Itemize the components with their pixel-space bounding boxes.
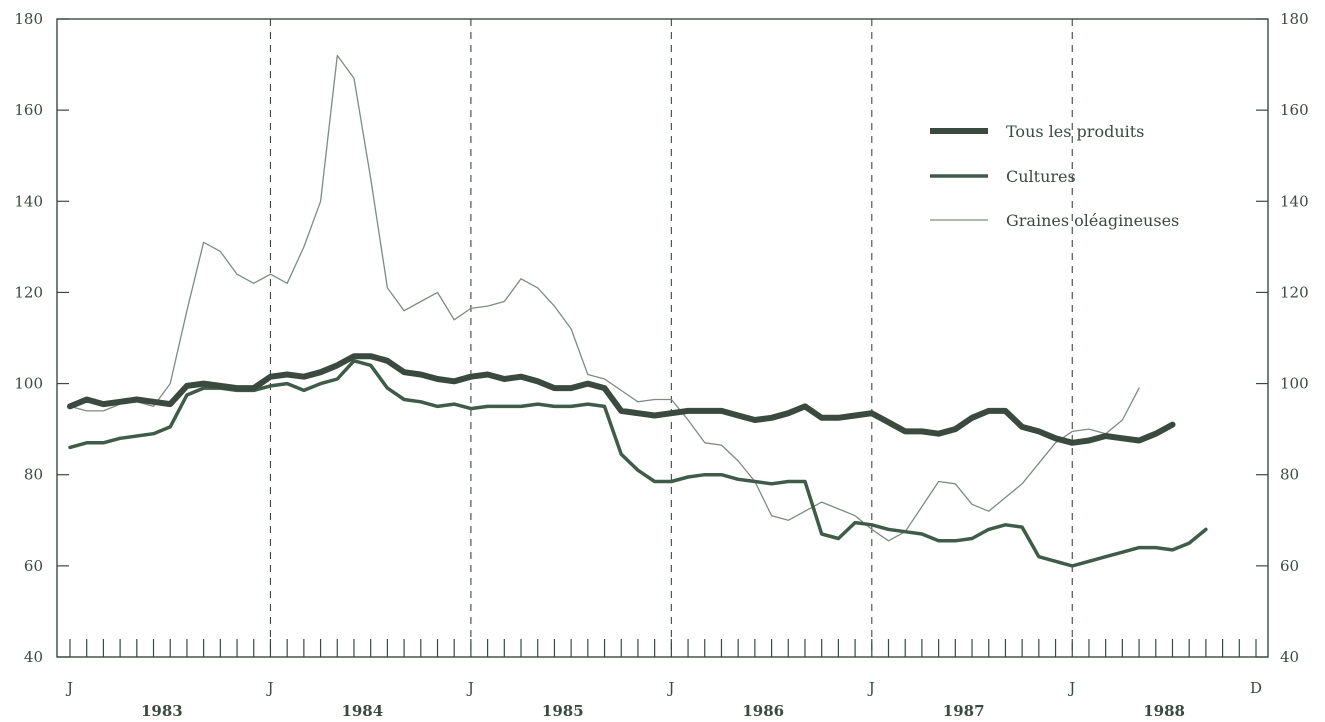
- legend-label-tous-les-produits: Tous les produits: [1006, 122, 1144, 141]
- series-line-cultures: [68, 359, 1208, 568]
- x-month-label: J: [867, 679, 875, 697]
- y-axis-left-labels: 40 60 80 100 120 140 160 180: [14, 10, 43, 666]
- legend-item-graines-oleagineuses: Graines oléagineuses: [930, 211, 1179, 230]
- y-axis-right-labels: 40 60 80 100 120 140 160 180: [1280, 10, 1309, 666]
- legend-item-cultures: Cultures: [930, 167, 1076, 186]
- x-month-label: J: [466, 679, 474, 697]
- y-tick-label-right: 180: [1280, 10, 1309, 28]
- legend-label-cultures: Cultures: [1006, 167, 1076, 186]
- x-year-label: 1988: [1143, 702, 1185, 720]
- y-tick-label-left: 40: [24, 648, 43, 666]
- x-month-label: J: [1067, 679, 1075, 697]
- x-year-label: 1985: [542, 702, 584, 720]
- y-tick-label-left: 120: [14, 283, 43, 301]
- y-tick-label-left: 80: [24, 466, 43, 484]
- y-tick-label-left: 140: [14, 192, 43, 210]
- y-tick-label-right: 100: [1280, 375, 1309, 393]
- y-tick-label-right: 140: [1280, 192, 1309, 210]
- y-tick-label-right: 160: [1280, 101, 1309, 119]
- series-line-tous-les-produits: [67, 353, 1176, 446]
- y-ticks: [57, 18, 1268, 658]
- y-tick-label-right: 60: [1280, 557, 1299, 575]
- x-year-label: 1984: [341, 702, 383, 720]
- gridlines: [269, 19, 1073, 657]
- legend-item-tous-les-produits: Tous les produits: [930, 122, 1144, 141]
- legend-label-graines-oleagineuses: Graines oléagineuses: [1006, 211, 1179, 230]
- x-month-label: D: [1250, 679, 1262, 697]
- x-year-label: 1987: [943, 702, 985, 720]
- y-tick-label-right: 40: [1280, 648, 1299, 666]
- series-lines: [67, 54, 1208, 568]
- x-year-label: 1986: [742, 702, 784, 720]
- x-month-label: J: [65, 679, 73, 697]
- y-tick-label-left: 160: [14, 101, 43, 119]
- series-line-graines-oleagineuses: [69, 54, 1140, 542]
- x-year-label: 1983: [141, 702, 183, 720]
- month-ticks: [69, 639, 1257, 657]
- y-tick-label-left: 60: [24, 557, 43, 575]
- y-tick-label-left: 100: [14, 375, 43, 393]
- x-month-label: J: [265, 679, 273, 697]
- y-tick-label-right: 80: [1280, 466, 1299, 484]
- plot-frame: [56, 18, 1269, 658]
- x-axis-labels: J J J J J J D 1983 1984 1985 1986 1987 1988: [65, 679, 1262, 720]
- y-tick-label-left: 180: [14, 10, 43, 28]
- y-tick-label-right: 120: [1280, 283, 1309, 301]
- x-month-label: J: [666, 679, 674, 697]
- legend: Tous les produits Cultures Graines oléag…: [930, 122, 1179, 230]
